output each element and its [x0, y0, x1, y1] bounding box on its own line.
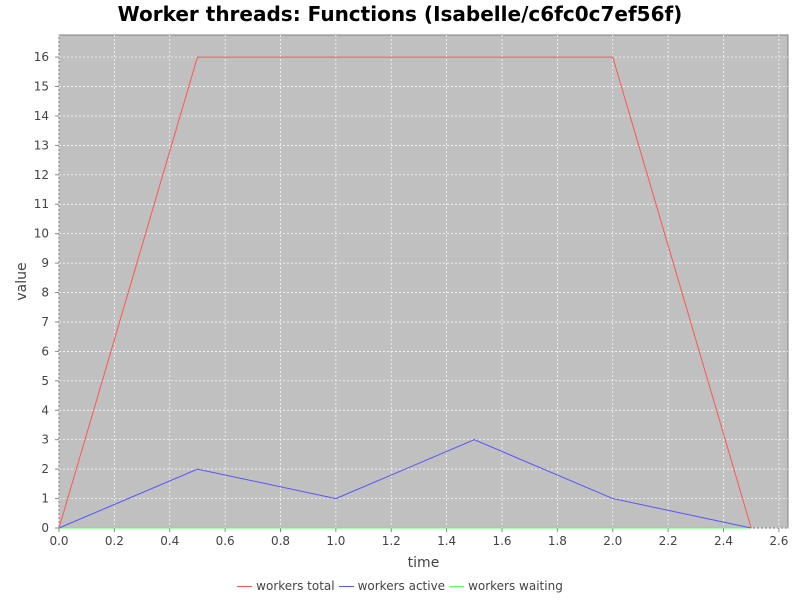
y-tick-label: 9 [41, 256, 49, 270]
y-tick-label: 4 [41, 403, 49, 417]
legend-item: workers total [237, 579, 335, 593]
y-tick-label: 3 [41, 433, 49, 447]
y-tick-label: 15 [34, 80, 49, 94]
x-tick-label: 0.0 [49, 534, 68, 548]
x-tick-label: 0.8 [271, 534, 290, 548]
x-tick-label: 1.2 [382, 534, 401, 548]
legend-item: workers active [338, 579, 446, 593]
x-tick-label: 2.0 [603, 534, 622, 548]
y-tick-label: 8 [41, 286, 49, 300]
y-axis-label: value [14, 262, 30, 300]
y-tick-label: 10 [34, 227, 49, 241]
series-line-workers-active [58, 439, 752, 529]
x-tick-label: 1.0 [326, 534, 345, 548]
chart-title: Worker threads: Functions (Isabelle/c6fc… [117, 2, 683, 26]
legend-label: workers waiting [468, 579, 563, 593]
y-tick-label: 14 [34, 109, 49, 123]
x-tick-label: 0.6 [216, 534, 235, 548]
x-tick-label: 2.2 [659, 534, 678, 548]
x-tick-label: 1.4 [437, 534, 456, 548]
x-tick-label: 1.6 [492, 534, 511, 548]
legend-swatch [338, 586, 354, 587]
y-tick-label: 11 [34, 197, 49, 211]
series-line-workers-total [58, 56, 752, 529]
y-tick-label: 6 [41, 344, 49, 358]
x-tick-label: 1.8 [548, 534, 567, 548]
x-tick-label: 0.2 [105, 534, 124, 548]
legend-label: workers total [256, 579, 335, 593]
plot-area [58, 34, 789, 529]
y-tick-label: 1 [41, 492, 49, 506]
legend-swatch [449, 586, 465, 587]
legend: workers total workers active workers waiti… [0, 579, 800, 593]
y-tick-label: 2 [41, 462, 49, 476]
y-tick-label: 0 [41, 521, 49, 535]
y-tick-label: 5 [41, 374, 49, 388]
y-tick-label: 12 [34, 168, 49, 182]
legend-swatch [237, 586, 253, 587]
y-tick-label: 7 [41, 315, 49, 329]
x-tick-label: 0.4 [160, 534, 179, 548]
x-tick-label: 2.6 [769, 534, 788, 548]
legend-label: workers active [357, 579, 446, 593]
x-tick-label: 2.4 [714, 534, 733, 548]
y-tick-label: 16 [34, 50, 49, 64]
legend-item: workers waiting [449, 579, 563, 593]
x-axis-label: time [408, 555, 440, 571]
y-tick-label: 13 [34, 138, 49, 152]
